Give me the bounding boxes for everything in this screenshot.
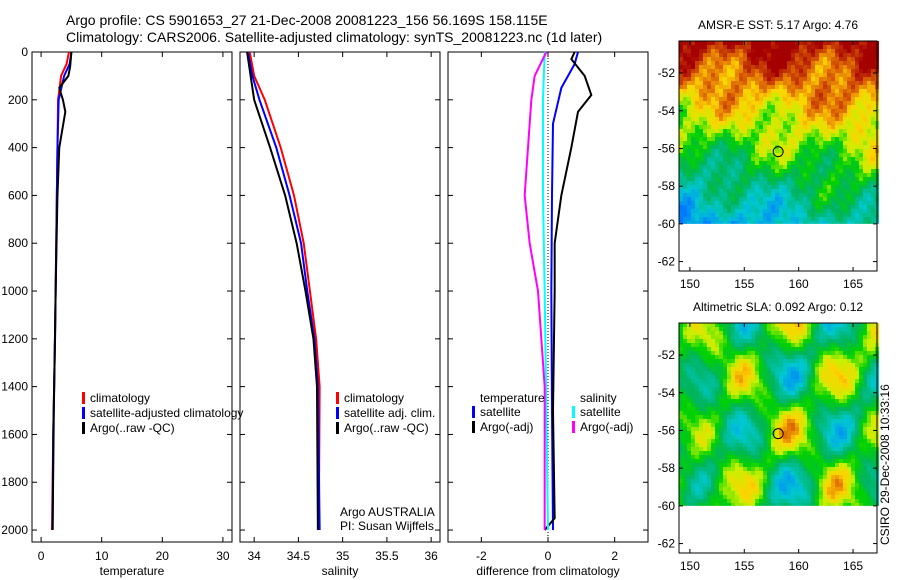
- argo-location-marker: [772, 146, 784, 158]
- y-tick-label: 1400: [1, 380, 28, 394]
- x-axis-label: temperature: [100, 564, 165, 578]
- y-tick-label: 1200: [1, 332, 28, 346]
- legend-swatch: [82, 422, 85, 434]
- legend-label: Argo(-adj): [480, 420, 533, 434]
- x-axis-label: difference from climatology: [476, 564, 619, 578]
- x-tick-label: 165: [843, 277, 863, 291]
- sla-raster: [679, 323, 879, 506]
- series-argo-raw-qc-: [246, 51, 319, 531]
- legend-label: climatology: [344, 391, 404, 405]
- y-tick-label: -54: [658, 104, 676, 118]
- x-tick-label: 165: [843, 559, 863, 573]
- sal-panel: 34 34.5 35 35.5 36 salinity climatologysatelli…: [239, 51, 441, 578]
- legend-label: satellite: [480, 405, 521, 419]
- y-tick-label: 800: [8, 236, 28, 250]
- legend-swatch: [472, 421, 475, 433]
- legend-swatch: [572, 406, 575, 418]
- x-tick-label: 150: [680, 559, 700, 573]
- x-axis-label: salinity: [322, 564, 359, 578]
- legend-label: Argo(-adj): [580, 420, 633, 434]
- sla-map: 150 155 160 165 -52 -54 -56 -58 -60 -62 Altimetric…: [658, 300, 879, 573]
- legend-header-salinity: salinity: [580, 391, 617, 405]
- series-temperature-satellite: [550, 51, 579, 531]
- legend-label: climatology: [90, 391, 150, 405]
- x-tick-label: 150: [680, 277, 700, 291]
- x-tick-label: 10: [95, 549, 109, 563]
- x-tick-label: 160: [789, 277, 809, 291]
- y-tick-label: -58: [658, 461, 676, 475]
- series-climatology: [51, 51, 70, 531]
- legend-header-temperature: temperature: [480, 391, 545, 405]
- x-tick-label: 36: [424, 549, 438, 563]
- x-tick-label: 35.5: [375, 549, 399, 563]
- y-tick-label: -62: [658, 255, 676, 269]
- y-tick-label: 1000: [1, 284, 28, 298]
- sst-raster: [679, 41, 879, 224]
- series-satellite-adj-clim-: [246, 51, 321, 531]
- axes-frame: [31, 51, 233, 543]
- legend-label: satellite: [580, 405, 621, 419]
- y-tick-label: 400: [8, 141, 28, 155]
- x-tick-label: 34.5: [287, 549, 311, 563]
- legend-swatch: [82, 392, 85, 404]
- legend-swatch: [82, 407, 85, 419]
- y-tick-label: 0: [21, 45, 28, 59]
- series-argo-raw-qc-: [51, 51, 73, 531]
- x-tick-label: 0: [38, 549, 45, 563]
- map-frame: [678, 40, 878, 272]
- axes-frame: [239, 51, 441, 543]
- annotation-text: PI: Susan Wijffels: [340, 519, 434, 533]
- legend-swatch: [336, 407, 339, 419]
- y-tick-label: -58: [658, 179, 676, 193]
- y-tick-label: -56: [658, 423, 676, 437]
- x-tick-label: -2: [476, 549, 487, 563]
- legend-label: satellite adj. clim.: [344, 406, 435, 420]
- x-tick-label: 155: [734, 559, 754, 573]
- csiro-timestamp: CSIRO 29-Dec-2008 10:33:16: [878, 384, 892, 545]
- y-tick-label: -60: [658, 217, 676, 231]
- x-tick-label: 20: [156, 549, 170, 563]
- y-tick-label: 600: [8, 188, 28, 202]
- sst-map: 150 155 160 165 -52 -54 -56 -58 -60 -62 AMSR-E SST…: [658, 18, 879, 291]
- temp-panel: 0 10 20 30 0 200 400 600 800 1000 1200 1400 1600 1800…: [1, 45, 243, 578]
- legend-label: Argo(..raw -QC): [90, 421, 175, 435]
- map-title: AMSR-E SST: 5.17 Argo: 4.76: [698, 18, 858, 32]
- y-tick-label: -62: [658, 537, 676, 551]
- map-title: Altimetric SLA: 0.092 Argo: 0.12: [693, 300, 863, 314]
- y-tick-label: 1800: [1, 475, 28, 489]
- legend-swatch: [336, 422, 339, 434]
- y-tick-label: 2000: [1, 523, 28, 537]
- map-frame: [678, 322, 878, 554]
- legend-swatch: [336, 392, 339, 404]
- x-tick-label: 160: [789, 559, 809, 573]
- series-salinity-argo-adj-: [523, 51, 548, 531]
- series-salinity-satellite: [542, 51, 549, 531]
- y-tick-label: -56: [658, 141, 676, 155]
- series-temperature-argo-adj-: [543, 51, 593, 531]
- legend-label: Argo(..raw -QC): [344, 421, 429, 435]
- legend-swatch: [572, 421, 575, 433]
- x-tick-label: 2: [611, 549, 618, 563]
- legend-swatch: [472, 406, 475, 418]
- y-tick-label: 200: [8, 93, 28, 107]
- argo-location-marker: [772, 428, 784, 440]
- title-line-2: Climatology: CARS2006. Satellite-adjuste…: [66, 29, 603, 45]
- series-climatology: [248, 51, 321, 531]
- y-tick-label: 1600: [1, 427, 28, 441]
- x-tick-label: 155: [734, 277, 754, 291]
- x-tick-label: 35: [336, 549, 350, 563]
- y-tick-label: -60: [658, 499, 676, 513]
- y-tick-label: -54: [658, 386, 676, 400]
- x-tick-label: 30: [216, 549, 230, 563]
- legend-label: satellite-adjusted climatology: [90, 406, 243, 420]
- y-tick-label: -52: [658, 348, 676, 362]
- title-line-1: Argo profile: CS 5901653_27 21-Dec-2008 …: [66, 12, 548, 28]
- y-tick-label: -52: [658, 66, 676, 80]
- x-tick-label: 0: [545, 549, 552, 563]
- x-tick-label: 34: [247, 549, 261, 563]
- annotation-text: Argo AUSTRALIA: [340, 505, 435, 519]
